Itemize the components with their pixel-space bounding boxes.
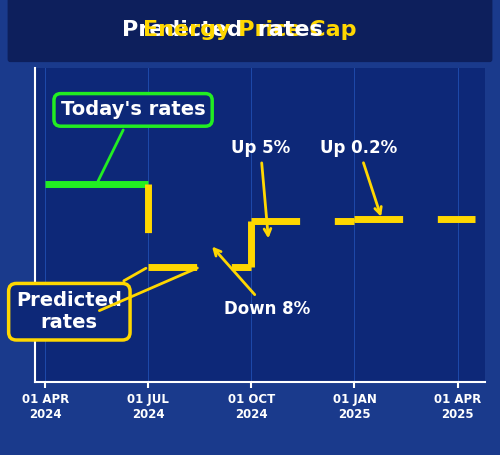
Text: Down 8%: Down 8% (214, 249, 310, 318)
Text: Up 5%: Up 5% (231, 139, 290, 235)
Text: rates: rates (250, 20, 323, 40)
Text: Today's rates: Today's rates (61, 101, 206, 181)
Text: Energy Price Cap: Energy Price Cap (144, 20, 357, 40)
Text: Up 0.2%: Up 0.2% (320, 139, 398, 214)
Text: Predicted: Predicted (122, 20, 250, 40)
FancyBboxPatch shape (8, 0, 492, 62)
Text: Predicted
rates: Predicted rates (16, 268, 146, 332)
